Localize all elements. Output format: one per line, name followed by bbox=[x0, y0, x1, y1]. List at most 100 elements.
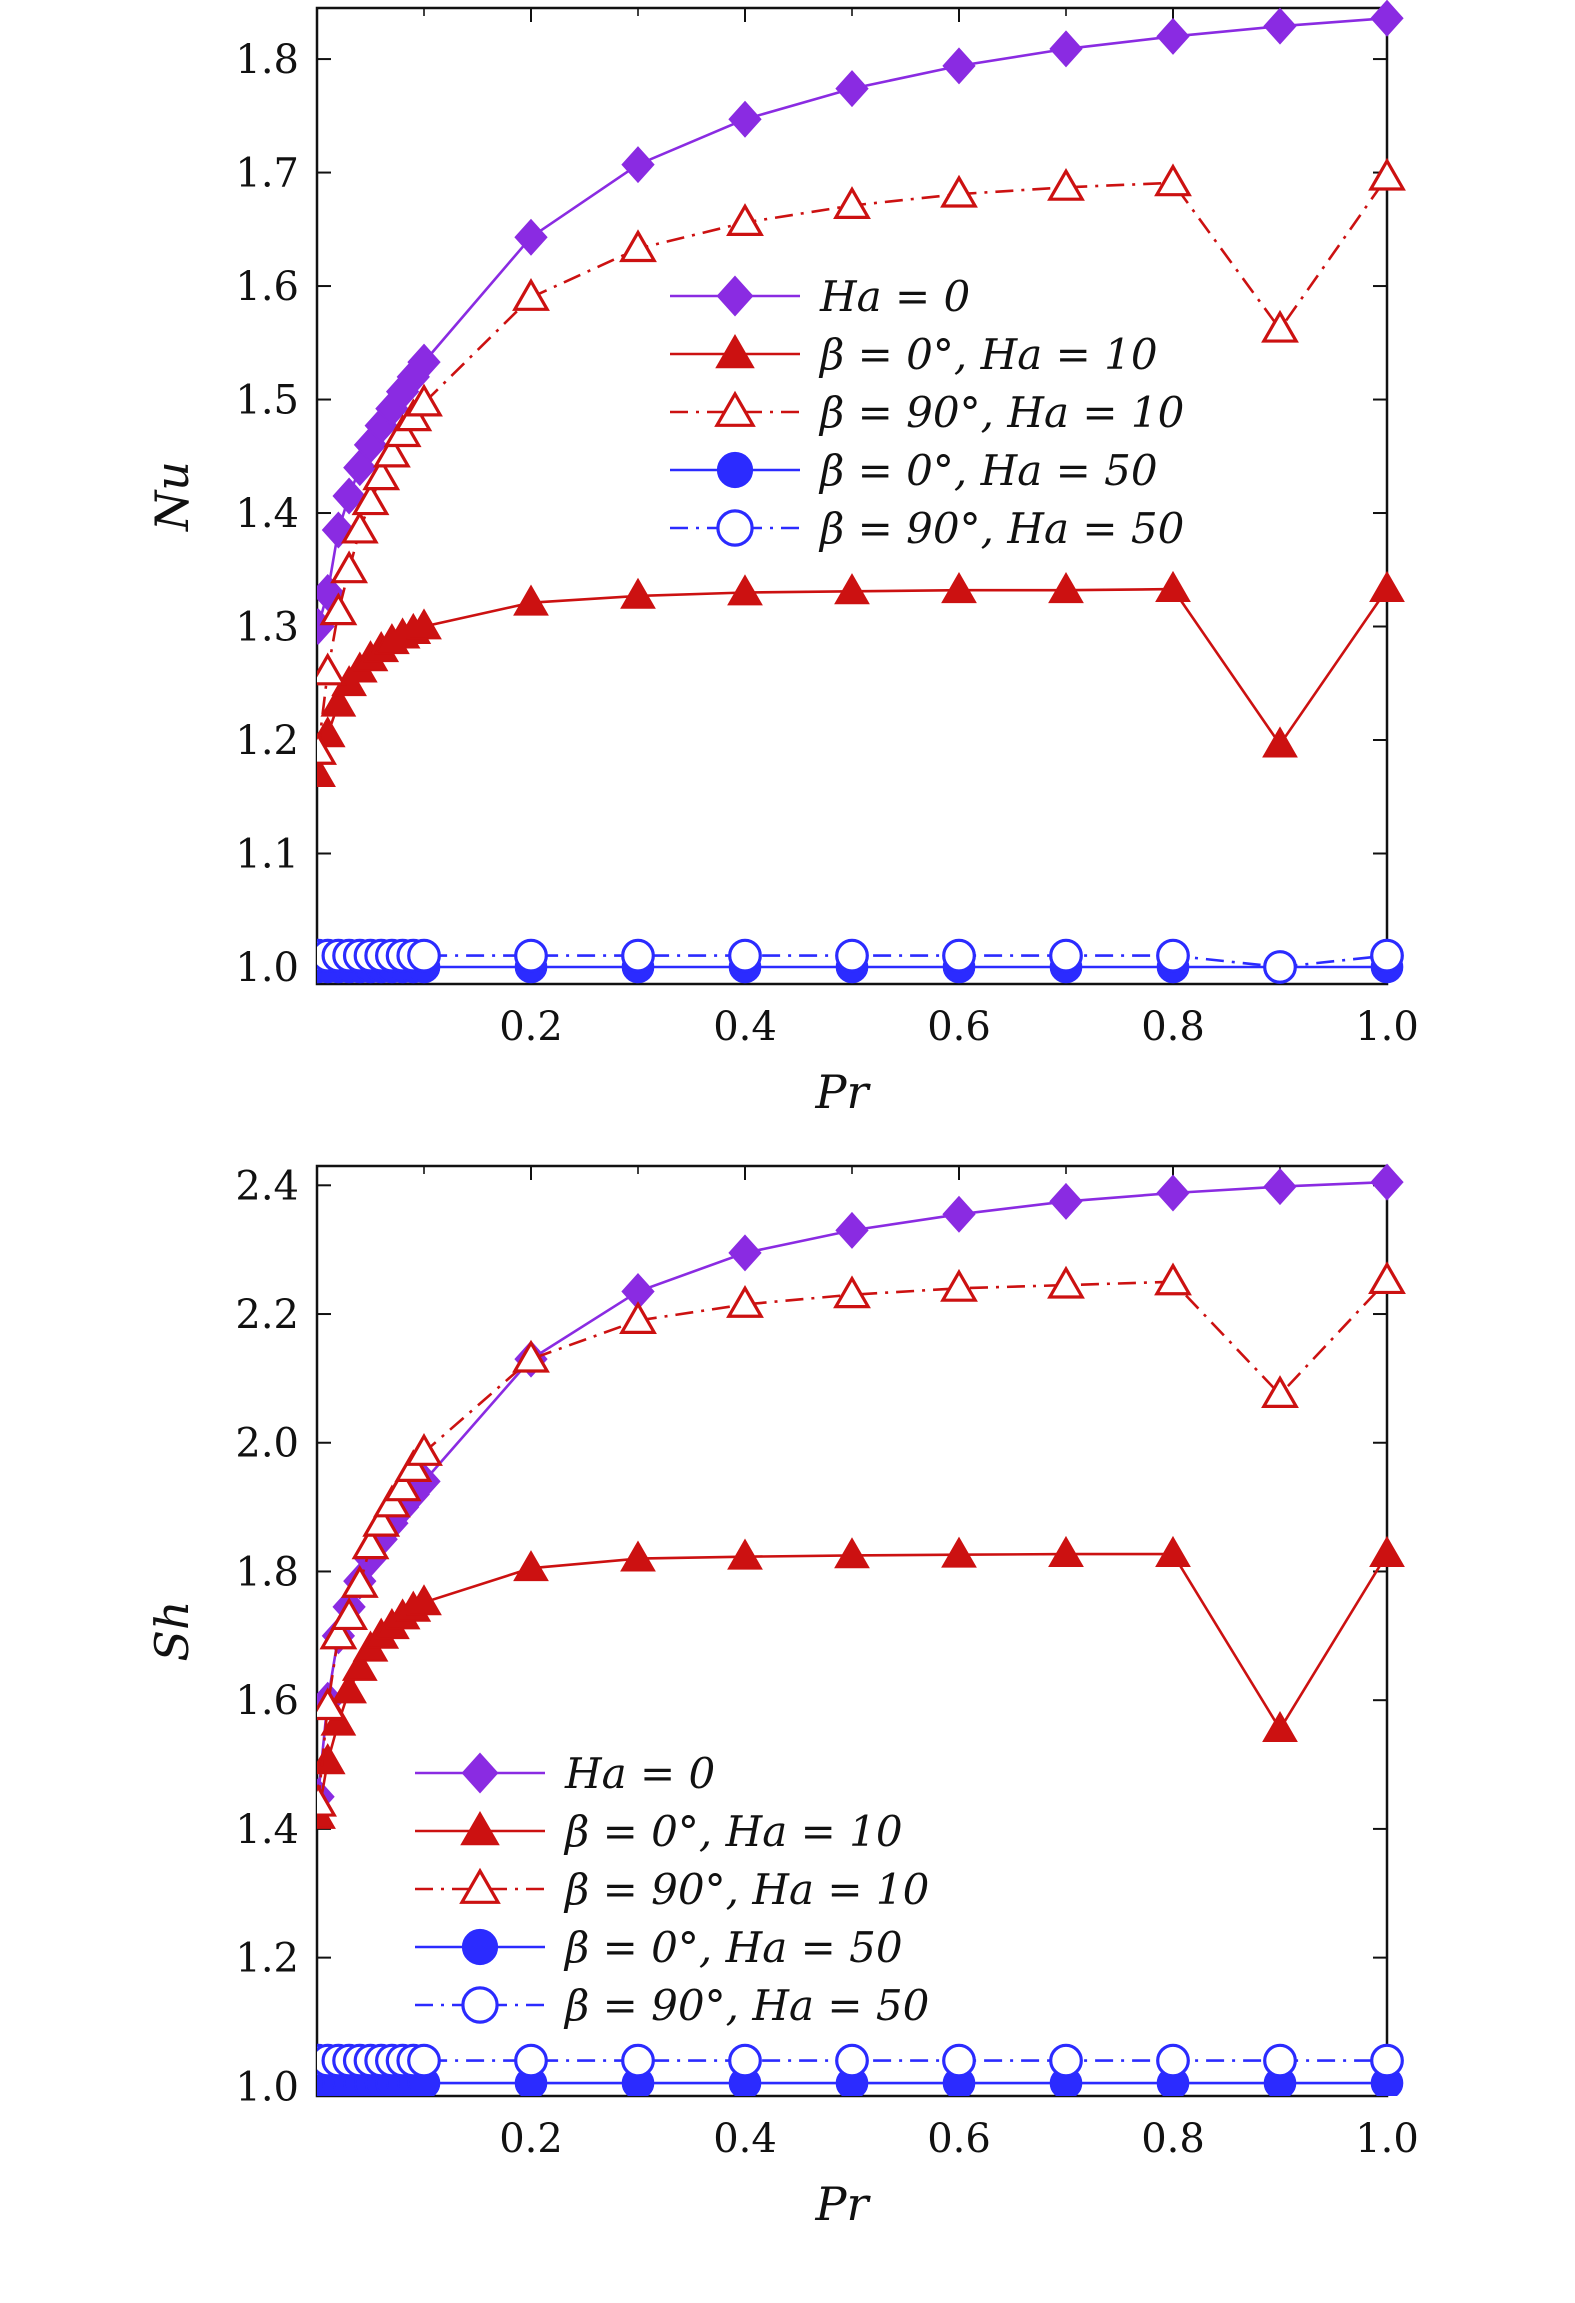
data-point bbox=[513, 1550, 549, 1582]
legend-marker bbox=[460, 1810, 500, 1846]
data-point bbox=[372, 434, 411, 468]
data-point bbox=[834, 1537, 870, 1569]
data-point bbox=[317, 652, 347, 686]
data-point bbox=[512, 278, 550, 311]
data-point bbox=[1369, 1535, 1405, 1567]
y-tick-label: 1.6 bbox=[235, 1678, 299, 1724]
y-tick-label: 1.0 bbox=[235, 2064, 299, 2110]
legend-marker bbox=[461, 1986, 499, 2024]
data-point bbox=[1156, 1174, 1190, 1212]
legend-marker bbox=[715, 333, 755, 369]
data-point bbox=[834, 573, 870, 605]
series-0 bbox=[317, 0, 1404, 646]
y-tick-label: 1.2 bbox=[235, 1936, 299, 1982]
data-point bbox=[394, 1449, 433, 1482]
legend: Ha = 0 β = 0°, Ha = 10 β = 90°, Ha = 10 β =… bbox=[670, 272, 1184, 553]
data-point bbox=[1263, 7, 1297, 45]
data-point bbox=[620, 577, 656, 609]
data-point bbox=[1262, 1710, 1298, 1743]
data-point bbox=[332, 477, 366, 515]
legend-marker bbox=[716, 275, 754, 317]
data-point bbox=[1370, 2043, 1404, 2078]
data-point bbox=[362, 457, 401, 491]
y-tick-label: 2.2 bbox=[235, 1292, 299, 1338]
legend-marker bbox=[461, 1752, 499, 1794]
series-4 bbox=[317, 2043, 1404, 2078]
legend: Ha = 0 β = 0°, Ha = 10 β = 90°, Ha = 10 β =… bbox=[415, 1749, 929, 2030]
y-tick-label: 1.3 bbox=[235, 605, 299, 651]
data-point bbox=[317, 573, 345, 611]
data-point bbox=[941, 572, 977, 604]
data-point bbox=[1261, 309, 1299, 343]
data-point bbox=[1156, 17, 1190, 55]
data-point bbox=[1368, 157, 1406, 191]
data-point bbox=[512, 1339, 550, 1373]
legend-label: β = 90°, Ha = 50 bbox=[563, 1981, 929, 2030]
y-tick-label: 1.6 bbox=[235, 264, 299, 310]
data-point bbox=[728, 100, 762, 138]
data-point bbox=[940, 1268, 978, 1302]
series-1 bbox=[317, 1535, 1405, 1829]
data-point bbox=[1368, 1261, 1406, 1295]
data-point bbox=[405, 1433, 443, 1466]
data-point bbox=[1262, 726, 1298, 758]
data-point bbox=[1154, 1262, 1192, 1296]
data-point bbox=[833, 1275, 871, 1309]
series-line bbox=[317, 1180, 1388, 1797]
series-line bbox=[317, 587, 1389, 775]
y-tick-label: 1.2 bbox=[235, 718, 299, 764]
y-tick-label: 1.1 bbox=[235, 831, 299, 877]
data-point bbox=[621, 938, 655, 973]
y-tick-label: 1.4 bbox=[235, 1807, 299, 1853]
plot-frame bbox=[315, 6, 1389, 986]
data-point bbox=[1370, 938, 1404, 973]
data-point bbox=[351, 482, 390, 516]
data-point bbox=[407, 938, 441, 973]
data-point bbox=[1154, 163, 1192, 197]
x-tick-label: 1.0 bbox=[1355, 1004, 1419, 1050]
legend-marker bbox=[716, 509, 754, 547]
data-point bbox=[835, 70, 869, 108]
y-tick-label: 2.0 bbox=[235, 1421, 299, 1467]
data-point bbox=[1048, 572, 1084, 604]
data-point bbox=[942, 1195, 976, 1233]
data-point bbox=[835, 1211, 869, 1249]
data-point bbox=[319, 592, 358, 626]
y-tick-label: 1.0 bbox=[235, 945, 299, 991]
data-point bbox=[1049, 1182, 1083, 1220]
data-point bbox=[340, 510, 379, 544]
data-point bbox=[941, 1536, 977, 1568]
x-axis-title: Pr bbox=[815, 1065, 872, 1119]
data-point bbox=[621, 146, 655, 184]
legend-label: β = 0°, Ha = 50 bbox=[818, 446, 1158, 495]
data-point bbox=[320, 685, 357, 717]
data-point bbox=[362, 1503, 401, 1537]
sh-chart: 0.2 0.4 0.6 0.8 1.0 1.0 1.2 1.4 1.6 1.8 2.0 2.2 2.4 P… bbox=[145, 1163, 1419, 2231]
data-point bbox=[1369, 570, 1405, 602]
data-point bbox=[727, 1538, 763, 1570]
x-tick-label: 0.2 bbox=[499, 1004, 563, 1050]
series-0 bbox=[317, 1163, 1404, 1816]
x-tick-label: 0.6 bbox=[927, 1004, 991, 1050]
x-tick-label: 0.4 bbox=[713, 1004, 777, 1050]
data-point bbox=[942, 938, 976, 973]
data-point bbox=[405, 383, 443, 417]
legend-label: β = 90°, Ha = 10 bbox=[563, 1865, 929, 1914]
data-point bbox=[331, 1672, 367, 1704]
data-point bbox=[620, 1540, 656, 1572]
x-tick-label: 0.8 bbox=[1141, 2116, 1205, 2162]
data-point bbox=[1155, 1535, 1191, 1567]
data-point bbox=[940, 174, 978, 208]
data-point bbox=[330, 550, 369, 584]
x-tick-label: 0.6 bbox=[927, 2116, 991, 2162]
data-point bbox=[407, 2043, 441, 2078]
data-point bbox=[406, 1584, 442, 1616]
series-2 bbox=[317, 1261, 1406, 1817]
data-point bbox=[319, 1616, 358, 1650]
legend-label: β = 0°, Ha = 50 bbox=[563, 1923, 903, 1972]
x-tick-label: 0.2 bbox=[499, 2116, 563, 2162]
data-point bbox=[942, 2043, 976, 2078]
legend-label: β = 0°, Ha = 10 bbox=[818, 330, 1158, 379]
legend-marker bbox=[461, 1928, 499, 1966]
y-tick-label: 1.4 bbox=[235, 491, 299, 537]
